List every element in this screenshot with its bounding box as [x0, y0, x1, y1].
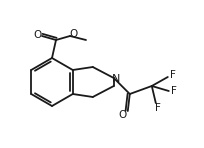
Text: F: F — [171, 86, 177, 96]
Text: F: F — [170, 70, 176, 80]
Text: N: N — [112, 74, 120, 84]
Text: O: O — [33, 30, 41, 40]
Text: F: F — [155, 103, 161, 113]
Text: O: O — [119, 110, 127, 120]
Text: O: O — [69, 29, 77, 39]
